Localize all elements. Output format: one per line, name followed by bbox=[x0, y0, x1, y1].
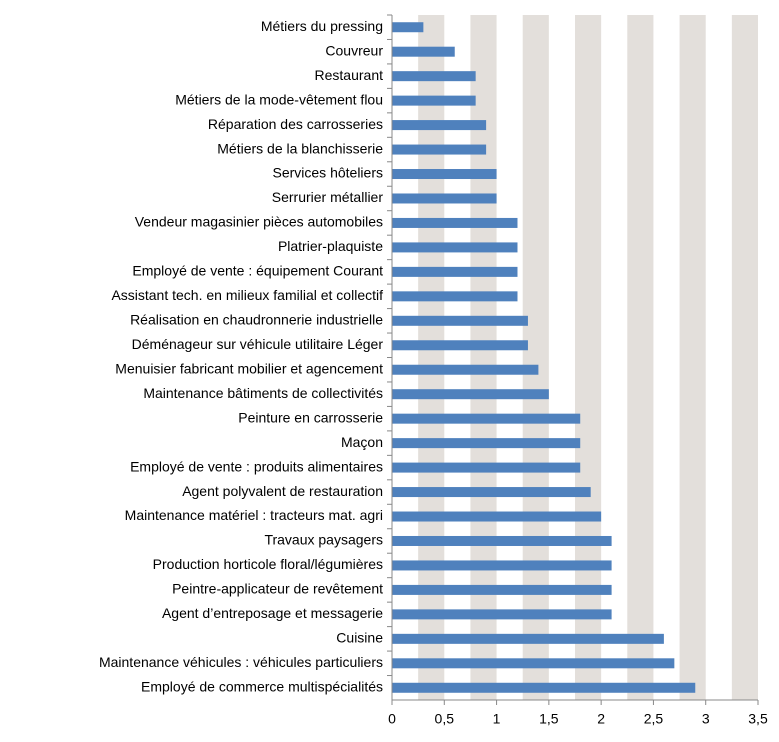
bar bbox=[392, 658, 675, 669]
y-tick-label: Menuisier fabricant mobilier et agenceme… bbox=[115, 360, 383, 376]
y-tick-label: Maintenance bâtiments de collectivités bbox=[143, 385, 383, 401]
y-tick-label: Réparation des carrosseries bbox=[208, 116, 383, 132]
y-tick-label: Travaux paysagers bbox=[264, 532, 383, 548]
bar bbox=[392, 144, 487, 155]
bar bbox=[392, 633, 664, 644]
bar bbox=[392, 609, 612, 620]
bar bbox=[392, 560, 612, 571]
y-tick-label: Restaurant bbox=[315, 67, 384, 83]
bar bbox=[392, 95, 476, 106]
y-tick-label: Déménageur sur véhicule utilitaire Léger bbox=[132, 336, 384, 352]
x-tick-label: 0 bbox=[388, 711, 396, 727]
x-tick-label: 0,5 bbox=[435, 711, 455, 727]
bar bbox=[392, 682, 696, 693]
bar bbox=[392, 22, 424, 33]
y-tick-label: Peintre-applicateur de revêtement bbox=[172, 581, 383, 597]
grid-band bbox=[522, 15, 549, 700]
grid-band bbox=[627, 15, 654, 700]
grid-band bbox=[679, 15, 706, 700]
y-tick-label: Serrurier métallier bbox=[272, 189, 384, 205]
y-tick-label: Employé de vente : produits alimentaires bbox=[130, 458, 383, 474]
x-tick-label: 2,5 bbox=[644, 711, 664, 727]
y-tick-label: Peinture en carrosserie bbox=[238, 409, 383, 425]
bar bbox=[392, 169, 497, 180]
y-tick-label: Production horticole floral/légumières bbox=[153, 556, 383, 572]
bar bbox=[392, 120, 487, 131]
y-tick-label: Métiers de la blanchisserie bbox=[217, 140, 383, 156]
x-tick-label: 1 bbox=[493, 711, 501, 727]
bar bbox=[392, 438, 581, 449]
bar bbox=[392, 535, 612, 546]
y-tick-label: Employé de commerce multispécialités bbox=[141, 678, 383, 694]
bar bbox=[392, 413, 581, 424]
x-tick-label: 2 bbox=[597, 711, 605, 727]
bar bbox=[392, 511, 602, 522]
y-tick-label: Agent polyvalent de restauration bbox=[182, 483, 383, 499]
grid-band bbox=[418, 15, 445, 700]
bar bbox=[392, 242, 518, 253]
y-tick-label: Platrier-plaquiste bbox=[278, 238, 383, 254]
bar bbox=[392, 266, 518, 277]
bar bbox=[392, 315, 528, 326]
grid-band bbox=[470, 15, 497, 700]
y-tick-label: Vendeur magasinier pièces automobiles bbox=[135, 214, 383, 230]
y-tick-label: Assistant tech. en milieux familial et c… bbox=[111, 287, 383, 303]
y-tick-label: Réalisation en chaudronnerie industriell… bbox=[130, 312, 383, 328]
y-tick-label: Cuisine bbox=[336, 630, 383, 646]
bar bbox=[392, 291, 518, 302]
bar bbox=[392, 364, 539, 375]
bar bbox=[392, 389, 549, 400]
y-tick-label: Métiers du pressing bbox=[261, 18, 383, 34]
y-tick-label: Métiers de la mode-vêtement flou bbox=[175, 91, 383, 107]
y-tick-label: Maçon bbox=[341, 434, 383, 450]
x-tick-label: 3,5 bbox=[748, 711, 768, 727]
y-tick-label: Agent d’entreposage et messagerie bbox=[162, 605, 383, 621]
grid-band bbox=[731, 15, 758, 700]
bar bbox=[392, 584, 612, 595]
x-tick-label: 3 bbox=[702, 711, 710, 727]
bar bbox=[392, 487, 591, 498]
bar bbox=[392, 462, 581, 473]
x-tick-label: 1,5 bbox=[539, 711, 559, 727]
y-tick-label: Maintenance matériel : tracteurs mat. ag… bbox=[125, 507, 383, 523]
bar bbox=[392, 217, 518, 228]
bar bbox=[392, 46, 455, 57]
y-tick-label: Employé de vente : équipement Courant bbox=[132, 263, 383, 279]
bar bbox=[392, 340, 528, 351]
grid-band bbox=[575, 15, 602, 700]
y-tick-label: Services hôteliers bbox=[273, 165, 384, 181]
y-tick-label: Maintenance véhicules : véhicules partic… bbox=[99, 654, 383, 670]
y-tick-label: Couvreur bbox=[325, 42, 383, 58]
bar bbox=[392, 193, 497, 204]
bar bbox=[392, 71, 476, 82]
